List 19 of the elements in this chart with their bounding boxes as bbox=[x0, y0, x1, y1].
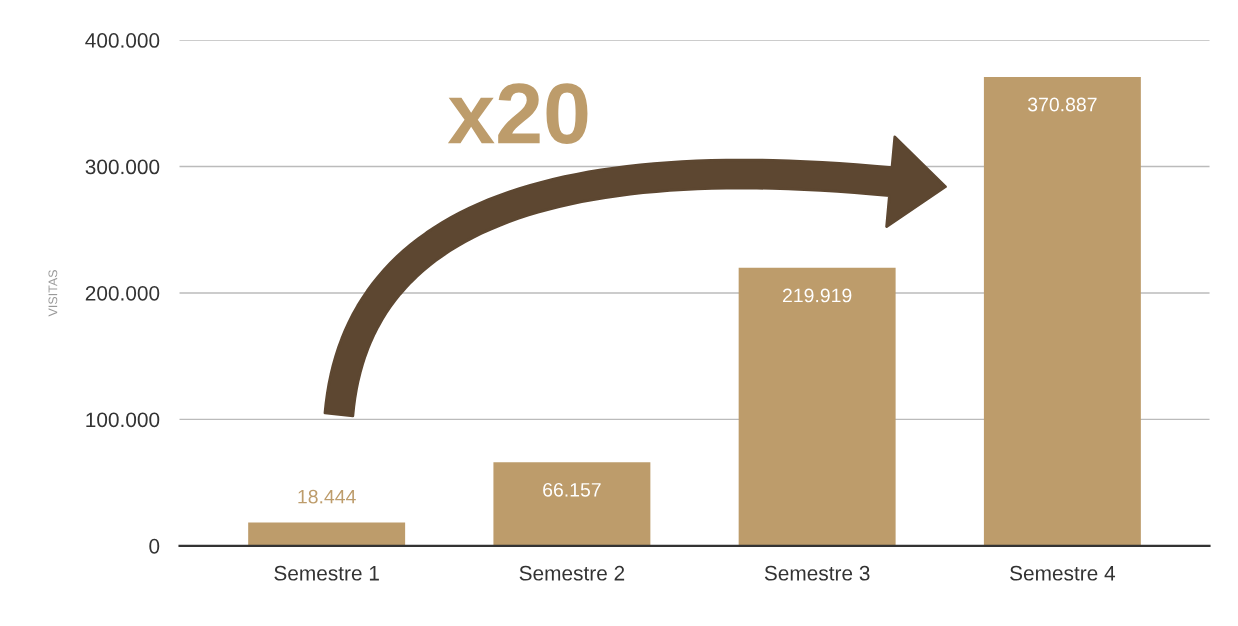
y-tick-label: 400.000 bbox=[85, 33, 160, 48]
bar bbox=[738, 267, 896, 546]
bar bbox=[248, 522, 406, 546]
y-tick-label: 100.000 bbox=[86, 412, 160, 428]
bar bbox=[983, 76, 1141, 546]
x-tick-label: Semestre 2 bbox=[519, 565, 625, 581]
y-tick-label: 0 bbox=[149, 538, 160, 554]
data-label: 219.919 bbox=[782, 288, 852, 303]
annotation: x20 bbox=[447, 83, 588, 145]
y-tick-label: 200.000 bbox=[85, 285, 160, 301]
x-tick-label: Semestre 3 bbox=[764, 565, 870, 581]
x-tick-label: Semestre 4 bbox=[1010, 565, 1116, 581]
data-label: 370.887 bbox=[1027, 97, 1097, 112]
data-label: 66.157 bbox=[543, 482, 601, 497]
x-tick-label: Semestre 1 bbox=[274, 565, 379, 581]
bar bbox=[493, 462, 651, 546]
y-tick-label: 300.000 bbox=[85, 159, 160, 175]
data-label: 18.444 bbox=[298, 489, 356, 504]
y-axis-title: VISITAS bbox=[48, 270, 58, 317]
